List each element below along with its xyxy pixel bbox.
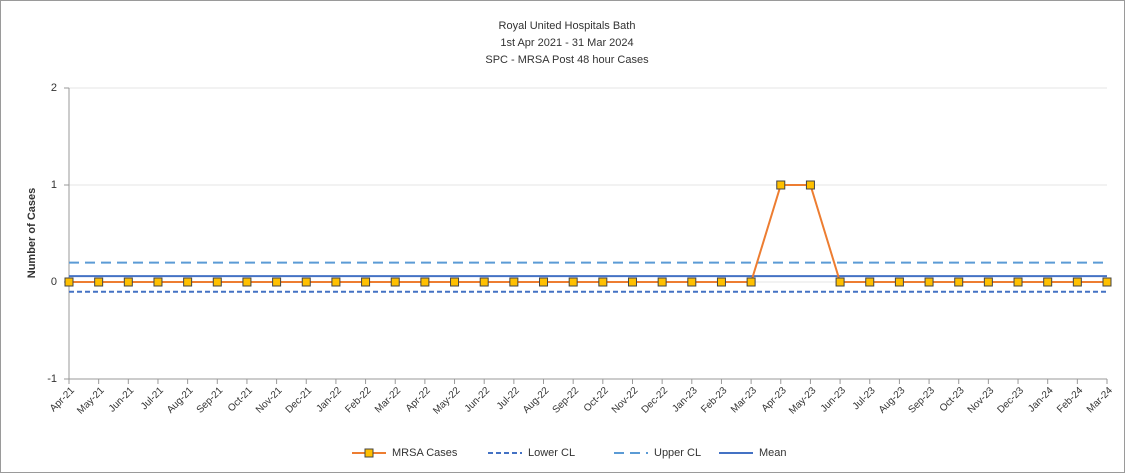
legend-label: Mean (759, 447, 787, 459)
data-marker (568, 277, 578, 287)
data-marker (716, 277, 726, 287)
data-marker (835, 277, 845, 287)
data-marker (1043, 277, 1053, 287)
data-marker (420, 277, 430, 287)
data-marker (479, 277, 489, 287)
data-marker (657, 277, 667, 287)
data-marker (272, 277, 282, 287)
data-marker (805, 180, 815, 190)
legend-label: MRSA Cases (392, 447, 458, 459)
data-marker (450, 277, 460, 287)
data-marker (924, 277, 934, 287)
data-marker (94, 277, 104, 287)
data-marker (865, 277, 875, 287)
data-marker (627, 277, 637, 287)
y-tick-label: 1 (51, 179, 57, 191)
data-marker (361, 277, 371, 287)
data-marker (954, 277, 964, 287)
data-marker (153, 277, 163, 287)
data-marker (687, 277, 697, 287)
chart-title: Royal United Hospitals Bath (499, 20, 636, 32)
data-marker (331, 277, 341, 287)
data-marker (242, 277, 252, 287)
legend-label: Lower CL (528, 447, 575, 459)
series-line (69, 184, 1107, 283)
data-marker (1102, 277, 1112, 287)
y-tick-label: 2 (51, 82, 57, 94)
data-marker (123, 277, 133, 287)
data-marker (983, 277, 993, 287)
data-marker (64, 277, 74, 287)
y-axis-title: Number of Cases (26, 188, 38, 278)
data-marker (1013, 277, 1023, 287)
chart-subtitle: 1st Apr 2021 - 31 Mar 2024 (500, 37, 633, 49)
legend-marker (364, 448, 374, 458)
data-marker (894, 277, 904, 287)
data-marker (746, 277, 756, 287)
data-marker (301, 277, 311, 287)
data-marker (390, 277, 400, 287)
legend-label: Upper CL (654, 447, 701, 459)
y-tick-label: 0 (51, 276, 57, 288)
data-marker (212, 277, 222, 287)
chart-subtitle: SPC - MRSA Post 48 hour Cases (485, 54, 649, 66)
data-marker (539, 277, 549, 287)
data-marker (183, 277, 193, 287)
y-tick-label: -1 (47, 373, 57, 385)
data-marker (598, 277, 608, 287)
data-marker (509, 277, 519, 287)
data-marker (1072, 277, 1082, 287)
data-marker (776, 180, 786, 190)
